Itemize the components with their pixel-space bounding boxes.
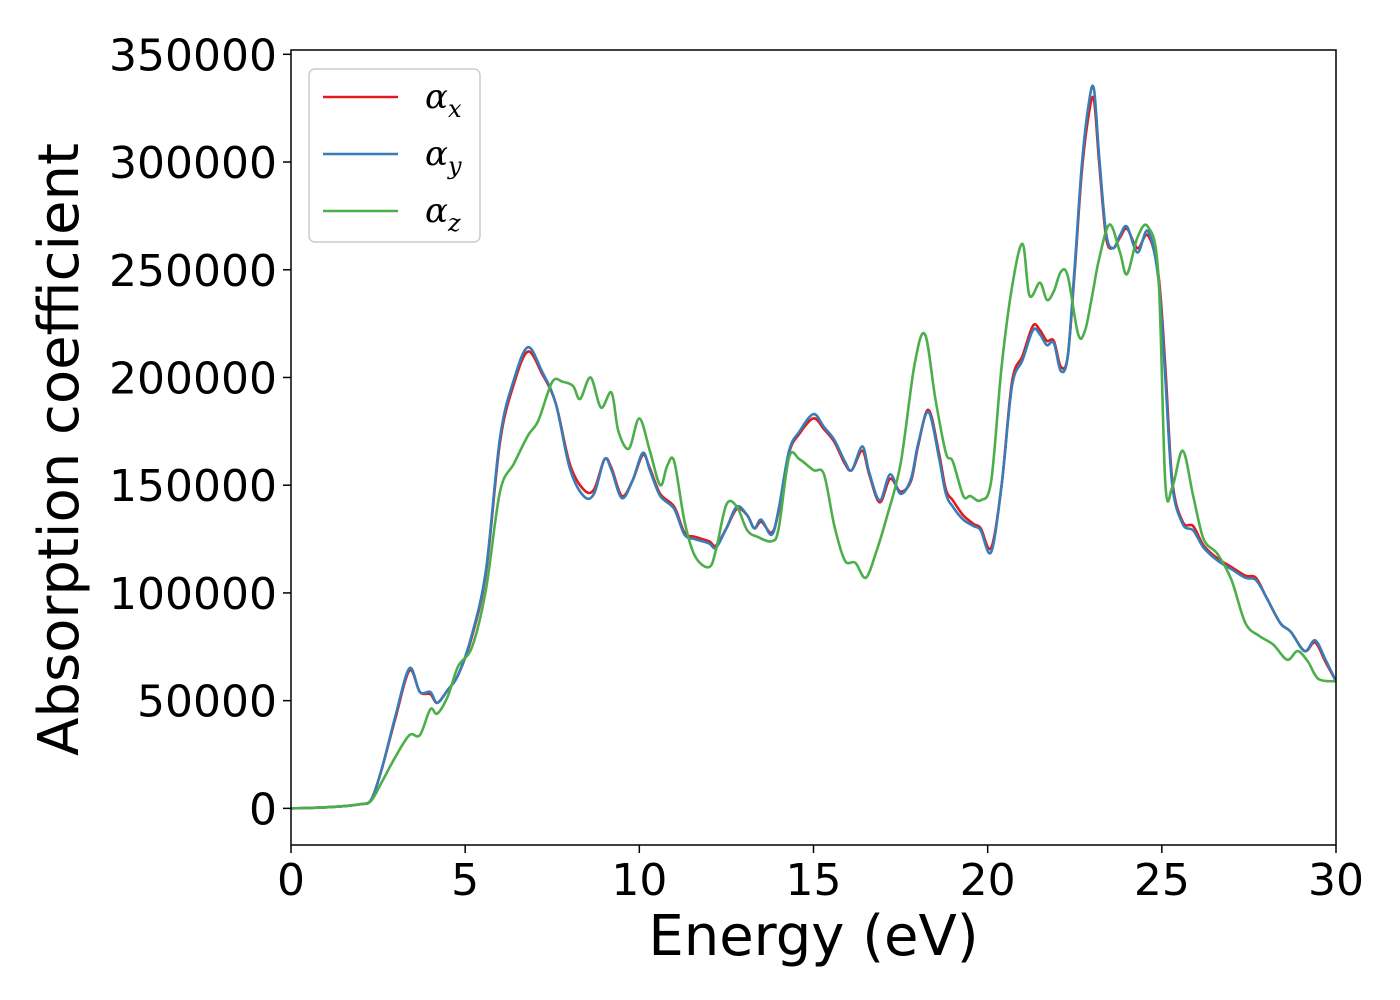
y-axis-label: Absorption coefficient	[27, 143, 92, 756]
legend-box	[308, 68, 481, 243]
y-tick-label: 150000	[109, 461, 277, 512]
legend-label-z: αz	[425, 191, 461, 237]
series-lines	[291, 84, 1336, 810]
y-tick-label: 350000	[109, 30, 277, 81]
x-tick-label: 25	[1134, 855, 1190, 906]
legend-label-x: αx	[425, 77, 462, 123]
x-tick-label: 5	[451, 855, 479, 906]
y-tick-label: 300000	[109, 138, 277, 189]
x-tick-label: 15	[786, 855, 842, 906]
x-axis-ticks: 0 5 10 15 20 25 30	[277, 845, 1364, 906]
series-line-y	[291, 84, 1336, 810]
legend: αx αy αz	[308, 68, 481, 243]
y-tick-label: 0	[249, 784, 277, 835]
x-tick-label: 30	[1308, 855, 1364, 906]
x-axis-label: Energy (eV)	[648, 904, 978, 969]
legend-label-y: αy	[425, 134, 462, 180]
y-axis-ticks: 0 50000 100000 150000 200000 250000 300000 3500…	[109, 30, 291, 835]
series-line-z	[291, 223, 1336, 810]
x-tick-label: 0	[277, 855, 305, 906]
y-tick-label: 200000	[109, 353, 277, 404]
y-tick-label: 50000	[137, 677, 277, 728]
y-tick-label: 100000	[109, 569, 277, 620]
x-tick-label: 20	[960, 855, 1016, 906]
y-tick-label: 250000	[109, 246, 277, 297]
x-tick-label: 10	[611, 855, 667, 906]
